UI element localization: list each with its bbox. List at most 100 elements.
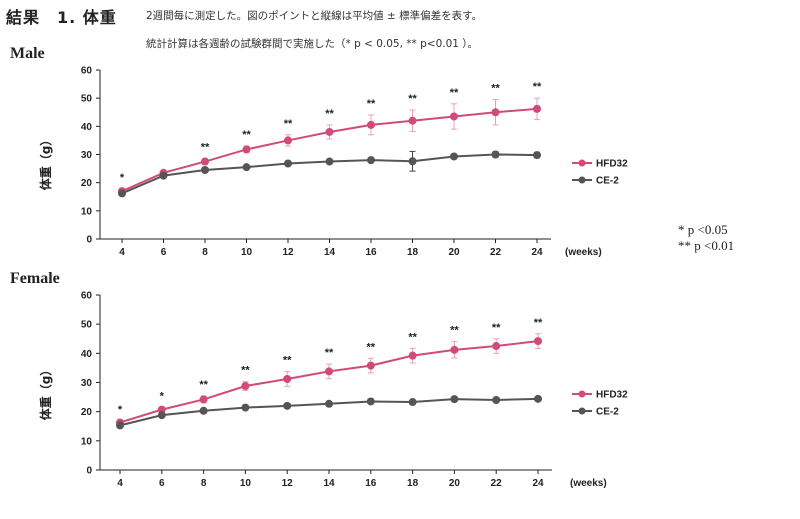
female-hfd32-point [241,382,250,390]
female-hfd32-point [199,395,208,404]
female-ce2-point [450,395,459,404]
female-significance-mark: ** [408,331,417,343]
male-x-tick-label: 24 [531,247,543,258]
female-significance-mark: ** [325,347,334,359]
male-hfd32-point [284,136,292,145]
female-ce2-point [325,399,333,408]
male-x-tick-label: 8 [202,247,208,258]
male-chart: 0 10 20 30 40 50 60 4 6 8 10 12 14 16 18 20 22 24 (weeks) 体… [38,66,628,259]
male-significance-mark: ** [533,81,542,93]
male-y-tick-label: 20 [81,178,93,189]
female-hfd32-point [408,351,417,360]
male-x-tick-label: 22 [490,247,502,258]
male-ce2-point [533,151,541,160]
male-ce2-point [367,156,375,165]
male-ce2-point [408,157,417,166]
female-ce2-point [534,394,542,403]
male-x-tick-label: 4 [119,247,125,258]
female-ce2-point [366,397,375,406]
male-significance-mark: ** [242,129,251,141]
male-x-tick-label: 18 [407,247,419,258]
female-x-tick-label: 24 [532,478,544,489]
method-note-line2: 統計計算は各週齢の試験群間で実施した（* p < 0.05, ** p<0.01… [146,38,479,50]
significance-key-p001: ** p <0.01 [678,238,735,253]
male-y-tick-label: 60 [81,66,93,77]
female-panel-label: Female [10,270,60,287]
method-note-line1: 2週間毎に測定した。図のポイントと縦線は平均値 ± 標準偏差を表す。 [146,10,483,22]
male-significance-mark: ** [491,83,500,95]
female-y-tick-label: 20 [81,407,93,418]
male-significance-mark: ** [408,93,417,105]
male-x-tick-label: 14 [324,247,336,258]
male-x-tick-label: 6 [161,247,167,258]
female-significance-mark: ** [450,325,459,337]
female-y-tick-label: 40 [81,349,93,360]
female-x-tick-label: 20 [449,478,461,489]
male-panel-label: Male [10,45,45,62]
male-ce2-point [450,152,458,161]
male-ce2-point [118,189,126,198]
female-x-tick-label: 14 [323,478,335,489]
female-chart: 0 10 20 30 40 50 60 4 6 8 10 12 14 16 18 20 22 24 (weeks) 体… [38,291,628,490]
male-hfd32-point [491,108,500,117]
male-ce2-point [284,159,292,168]
female-ce2-point [408,398,417,407]
male-x-tick-label: 12 [282,247,294,258]
page-title: 結果 1. 体重 [6,8,117,27]
female-hfd32-point [157,405,166,414]
male-hfd32-point [242,145,251,154]
female-ce2-point [241,403,250,412]
male-ce2-point [491,150,500,159]
male-ce2-point [242,163,251,172]
female-y-tick-label: 10 [81,436,93,447]
male-x-tick-label: 10 [241,247,253,258]
female-significance-mark: ** [492,322,501,334]
male-significance-mark: ** [201,142,210,154]
female-y-axis-label: 体重（g） [38,364,53,421]
male-hfd32-line [121,107,538,193]
male-y-tick-label: 30 [81,150,93,161]
female-ce2-point [283,401,292,410]
female-significance-mark: * [118,404,123,416]
female-legend-label: HFD32 [596,390,628,401]
male-significance-mark: ** [450,87,459,99]
male-significance-mark: ** [325,108,334,120]
female-x-tick-label: 16 [365,478,377,489]
female-x-tick-label: 22 [491,478,503,489]
male-hfd32-point [408,116,417,125]
male-x-axis-label: (weeks) [565,247,602,258]
female-x-tick-label: 18 [407,478,419,489]
male-hfd32-point [450,112,458,121]
female-ce2-point [157,411,166,420]
male-y-tick-label: 10 [81,206,93,217]
male-legend-label: CE-2 [596,176,619,187]
female-significance-mark: ** [367,341,376,353]
female-x-tick-label: 12 [282,478,294,489]
female-significance-mark: * [160,390,165,402]
male-y-tick-label: 40 [81,122,93,133]
male-y-axis-label: 体重（g） [38,134,53,191]
male-legend-marker [578,176,586,184]
female-legend-marker [578,390,586,398]
female-x-axis-label: (weeks) [570,478,607,489]
male-hfd32-point [325,127,334,136]
female-significance-mark: ** [199,379,208,391]
male-legend-label: HFD32 [596,159,628,170]
female-y-tick-label: 60 [81,291,93,302]
male-significance-mark: ** [367,98,376,110]
male-significance-mark: ** [284,118,293,130]
female-hfd32-point [450,345,459,354]
male-hfd32-point [533,104,541,113]
female-x-tick-label: 6 [159,478,165,489]
female-ce2-point [116,421,124,430]
female-significance-mark: ** [534,317,543,329]
male-significance-mark: * [120,172,125,184]
male-hfd32-point [201,157,209,166]
female-significance-mark: ** [241,365,250,377]
male-y-tick-label: 0 [86,235,92,246]
female-hfd32-point [534,337,542,346]
male-x-tick-label: 20 [448,247,460,258]
male-legend-marker [578,159,586,167]
male-ce2-point [201,165,209,174]
